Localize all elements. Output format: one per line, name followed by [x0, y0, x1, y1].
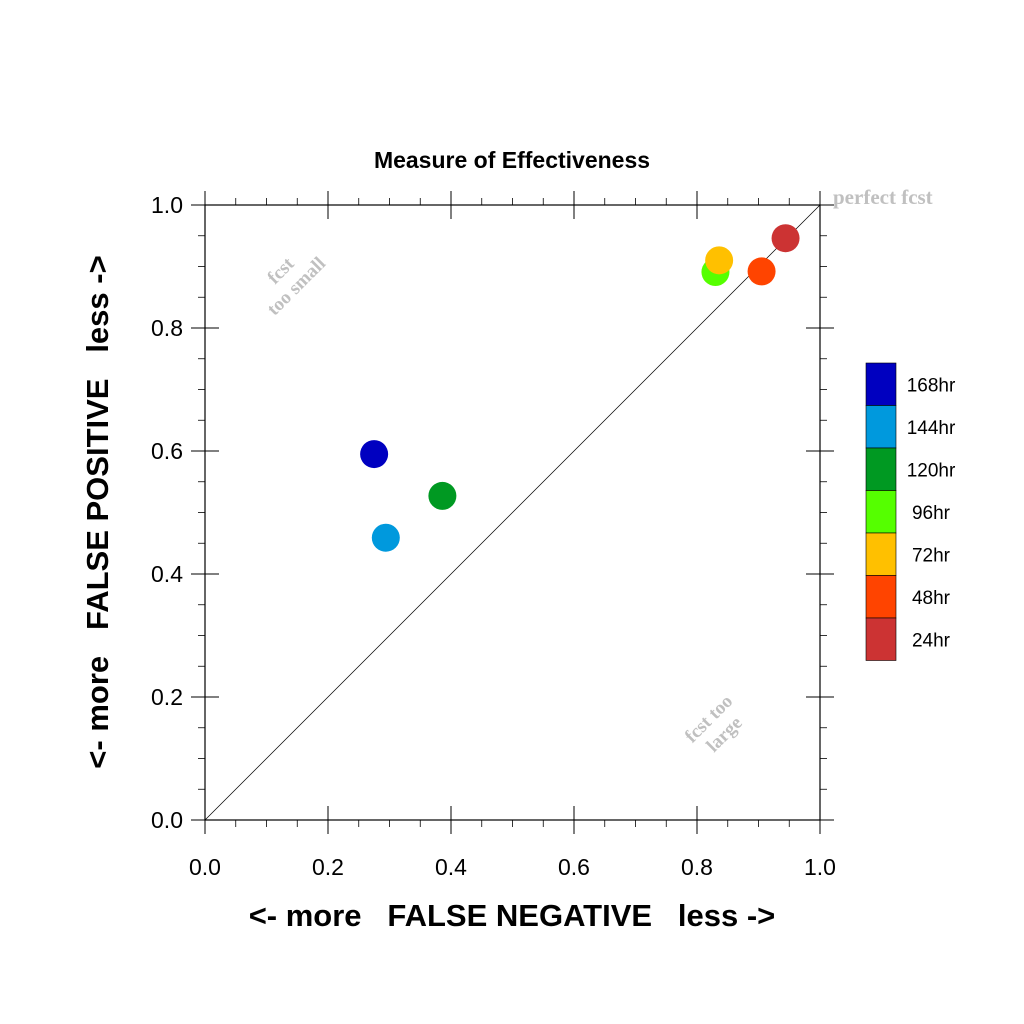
data-point-120hr [428, 481, 457, 510]
axis-ticks [191, 191, 834, 834]
legend: 168hr 144hr 120hr 96hr 72hr 48hr 24hr [865, 362, 956, 661]
legend-swatch-24hr [865, 617, 897, 661]
legend-swatch-48hr [865, 575, 897, 619]
x-tick-label: 0.4 [435, 854, 467, 880]
x-tick-labels: 0.0 0.2 0.4 0.6 0.8 1.0 [189, 854, 836, 880]
fcst-too-small-annotation: fcst too small [263, 253, 330, 320]
legend-label-48hr: 48hr [912, 588, 951, 609]
y-tick-label: 0.6 [151, 438, 183, 464]
legend-swatch-96hr [865, 490, 897, 534]
fcst-too-large-annotation: fcst too large [681, 691, 747, 757]
chart-title: Measure of Effectiveness [374, 147, 650, 173]
data-point-48hr [747, 257, 776, 286]
legend-label-24hr: 24hr [912, 630, 951, 651]
y-tick-label: 0.8 [151, 315, 183, 341]
data-point-168hr [360, 440, 389, 469]
data-points [360, 224, 800, 552]
legend-label-72hr: 72hr [912, 545, 951, 566]
legend-swatch-72hr [865, 532, 897, 576]
legend-label-168hr: 168hr [907, 375, 956, 396]
y-tick-label: 1.0 [151, 192, 183, 218]
y-tick-label: 0.0 [151, 807, 183, 833]
x-tick-label: 0.2 [312, 854, 344, 880]
data-point-72hr [705, 246, 734, 275]
y-tick-label: 0.2 [151, 684, 183, 710]
legend-label-96hr: 96hr [912, 503, 951, 524]
x-tick-label: 0.8 [681, 854, 713, 880]
x-tick-label: 1.0 [804, 854, 836, 880]
perfect-fcst-annotation: perfect fcst [833, 185, 933, 209]
x-axis-label: <- more FALSE NEGATIVE less -> [249, 898, 776, 933]
legend-label-144hr: 144hr [907, 418, 956, 439]
x-tick-label: 0.0 [189, 854, 221, 880]
legend-swatch-144hr [865, 405, 897, 449]
x-tick-label: 0.6 [558, 854, 590, 880]
y-tick-label: 0.4 [151, 561, 183, 587]
legend-label-120hr: 120hr [907, 460, 956, 481]
data-point-144hr [371, 523, 400, 552]
legend-swatch-168hr [865, 362, 897, 406]
data-point-24hr [771, 224, 800, 253]
y-axis-label: <- more FALSE POSITIVE less -> [80, 255, 115, 768]
diagonal-reference-line [204, 204, 821, 821]
legend-swatch-120hr [865, 447, 897, 491]
y-tick-labels: 0.0 0.2 0.4 0.6 0.8 1.0 [151, 192, 183, 833]
